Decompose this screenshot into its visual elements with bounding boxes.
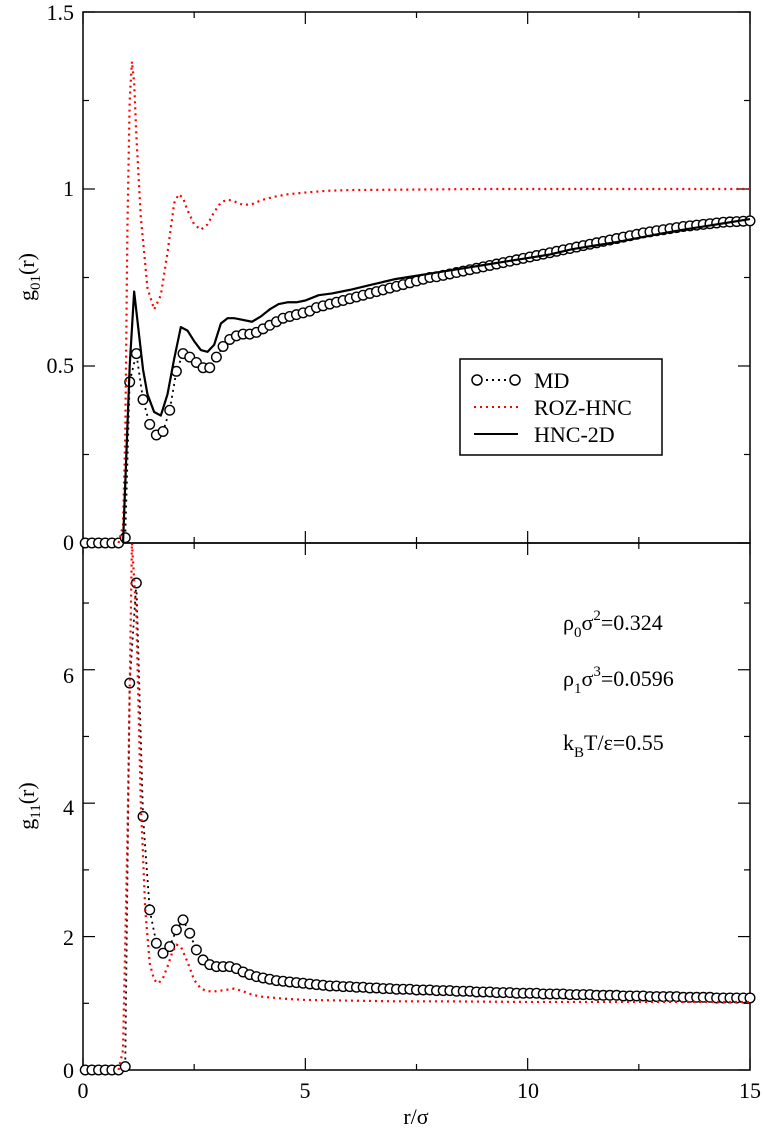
legend-roz-hnc-label: ROZ-HNC [534,395,632,420]
annotation-temp-value: T/ε=0.55 [584,730,664,755]
bottom-md-point [137,811,149,823]
bottom-ytick-label-3: 6 [63,663,74,688]
bottom-y-axis-title: g11(r) [14,782,44,829]
top-md-point [144,418,156,430]
top-ylabel-arg: (r) [14,253,39,275]
annotation-rho0: ρ0σ2=0.324 [563,608,663,641]
legend-hnc-2d-label: HNC-2D [534,422,615,447]
top-ylabel-base: g [14,290,39,301]
bottom-ylabel-base: g [14,819,39,830]
annotation-rho1-base: ρ [563,666,574,691]
top-md-point [744,215,756,227]
top-ytick-label-0: 0 [63,530,74,555]
top-md-point [119,532,131,544]
bottom-md-point [190,944,202,956]
axis-ticks [82,11,751,1071]
annotation-rho1-sup: 3 [593,664,601,680]
xtick-label-15: 15 [739,1078,761,1103]
top-md-point [210,351,222,363]
top-md-point [217,341,229,353]
legend-md-marker-right [509,374,521,386]
bottom-md-point [177,914,189,926]
bottom-md-point [150,937,162,949]
annotation-temp-base: k [563,730,574,755]
top-ytick-label-1: 0.5 [47,353,75,378]
xtick-label-10: 10 [517,1078,539,1103]
bottom-ylabel-arg: (r) [14,782,39,804]
annotation-rho0-base: ρ [563,610,574,635]
legend: MD ROZ-HNC HNC-2D [459,358,663,456]
bottom-md-point [157,947,169,959]
x-axis-title: r/σ [403,1104,428,1129]
annotation-rho1-value: =0.0596 [601,666,674,691]
bottom-md-point [124,677,136,689]
svg-text:g01(r): g01(r) [14,253,44,301]
svg-text:g11(r): g11(r) [14,782,44,829]
bottom-md-point [130,577,142,589]
xtick-label-0: 0 [78,1078,89,1103]
bottom-ylabel-sub: 11 [28,804,44,818]
top-panel-series [79,60,756,549]
top-y-axis-title: g01(r) [14,253,44,301]
bottom-md-point [170,924,182,936]
bottom-md-point [744,992,756,1004]
xtick-label-5: 5 [300,1078,311,1103]
annotation-temperature: kBT/ε=0.55 [563,730,664,761]
top-ytick-label-2: 1 [63,176,74,201]
annotation-rho1-sub: 1 [574,681,582,697]
bottom-ytick-label-0: 0 [63,1058,74,1083]
bottom-md-point [184,927,196,939]
annotation-rho0-value: =0.324 [601,610,663,635]
top-ytick-label-3: 1.5 [47,0,75,25]
bottom-md-point [164,941,176,953]
legend-md-marker-left [471,374,483,386]
annotation-rho1: ρ1σ3=0.0596 [563,664,674,697]
annotation-rho0-sub: 0 [574,625,582,641]
top-md-point [137,394,149,406]
annotation-rho0-sigma: σ [581,610,593,635]
bottom-md-point [119,1061,131,1073]
legend-md-label: MD [534,368,569,393]
bottom-panel-series [79,541,756,1076]
top-md-point [164,404,176,416]
bottom-roz-hnc-line [117,541,750,1071]
top-ylabel-sub: 01 [28,275,44,290]
annotation-rho0-sup: 2 [593,608,601,624]
top-md-point [157,425,169,437]
bottom-ytick-label-2: 4 [63,795,74,820]
top-hnc-2d-line [121,218,751,544]
top-roz-hnc-line [117,60,750,544]
top-md-point [204,362,216,374]
bottom-ytick-label-1: 2 [63,925,74,950]
annotation-rho1-sigma: σ [581,666,593,691]
annotation-temp-sub: B [574,745,584,761]
